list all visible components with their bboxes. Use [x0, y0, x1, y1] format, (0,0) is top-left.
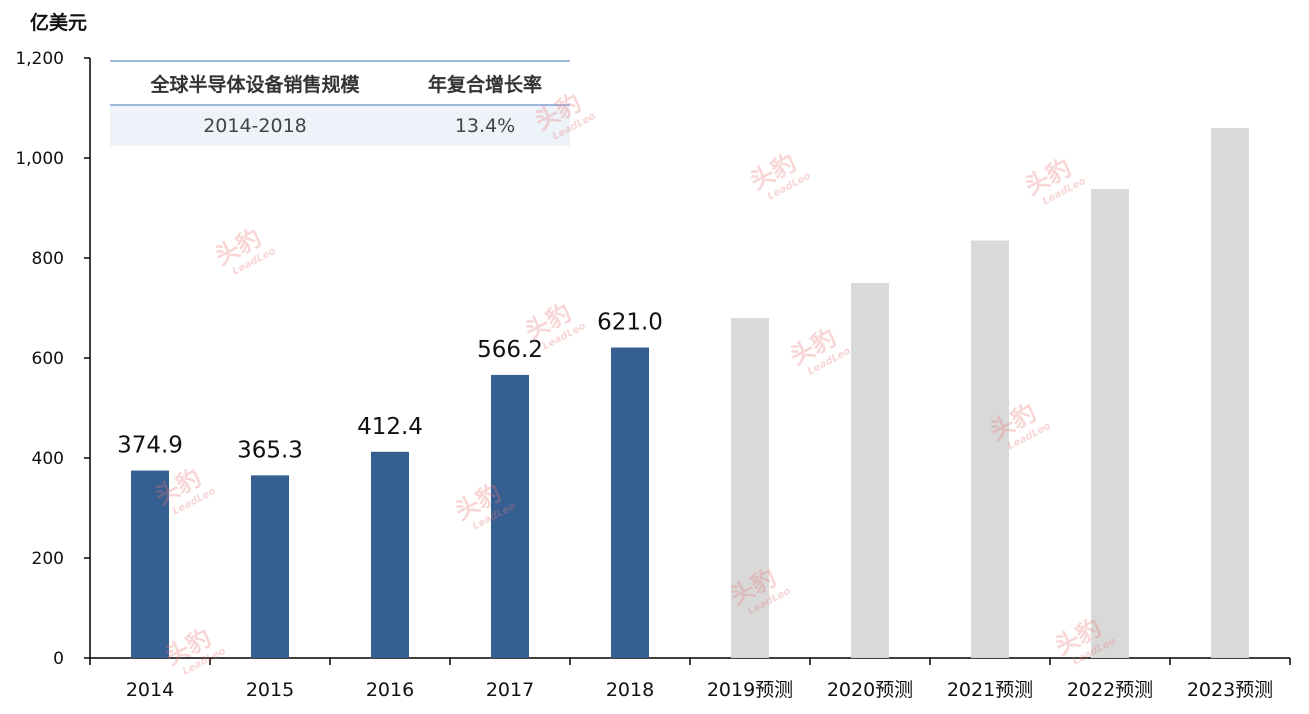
x-tick-label: 2017 — [486, 679, 534, 701]
bar-forecast — [1091, 189, 1129, 658]
bar-forecast — [1211, 128, 1249, 658]
bar-forecast — [971, 240, 1009, 658]
cagr-table: 全球半导体设备销售规模 年复合增长率 2014-2018 13.4% — [110, 60, 570, 146]
bar-forecast — [731, 318, 769, 658]
x-tick-label: 2018 — [606, 679, 654, 701]
x-tick-label: 2014 — [126, 679, 174, 701]
x-tick-label: 2015 — [246, 679, 294, 701]
y-tick-label: 200 — [32, 549, 64, 569]
y-tick-label: 1,200 — [15, 49, 64, 69]
x-tick-label: 2016 — [366, 679, 414, 701]
bar-data-label: 365.3 — [237, 437, 303, 463]
cagr-header-cagr: 年复合增长率 — [427, 73, 542, 96]
bar-actual — [371, 451, 409, 658]
x-tick-label: 2020预测 — [827, 679, 913, 701]
bar-data-label: 412.4 — [357, 414, 423, 440]
bar-data-label: 621.0 — [597, 310, 663, 336]
cagr-table-header: 全球半导体设备销售规模 年复合增长率 — [110, 60, 570, 106]
x-tick-label: 2022预测 — [1067, 679, 1153, 701]
y-tick-label: 400 — [32, 449, 64, 469]
cagr-value: 13.4% — [454, 115, 516, 137]
cagr-header-market-size: 全球半导体设备销售规模 — [150, 73, 360, 96]
bar-data-label: 374.9 — [117, 433, 183, 459]
x-tick-label: 2019预测 — [707, 679, 793, 701]
y-tick-label: 0 — [53, 649, 64, 669]
cagr-table-row: 2014-2018 13.4% — [110, 106, 570, 146]
y-tick-label: 800 — [32, 249, 64, 269]
bar-actual — [251, 475, 289, 658]
y-tick-label: 1,000 — [15, 149, 64, 169]
bar-actual — [131, 470, 169, 658]
x-tick-label: 2021预测 — [947, 679, 1033, 701]
bar-actual — [491, 374, 529, 658]
bar-forecast — [851, 283, 889, 658]
cagr-period: 2014-2018 — [203, 115, 307, 137]
y-tick-label: 600 — [32, 349, 64, 369]
y-axis-unit-label: 亿美元 — [30, 12, 88, 34]
bar-data-label: 566.2 — [477, 337, 543, 363]
bar-actual — [611, 347, 649, 658]
x-tick-label: 2023预测 — [1187, 679, 1273, 701]
